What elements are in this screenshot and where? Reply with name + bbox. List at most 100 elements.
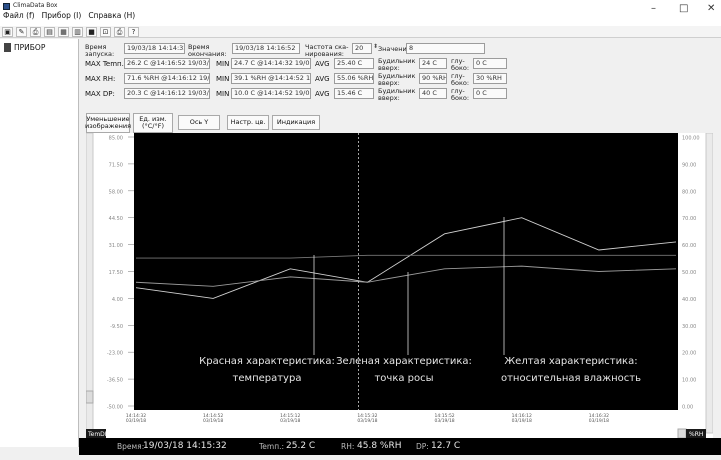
alarm-down-temp-field[interactable]: 0 C [473, 58, 507, 69]
y-left-tick-label: -50.00 [107, 405, 123, 411]
y-right-tick-label: 100.00 [682, 136, 700, 142]
status-temp-value: 25.2 C [286, 441, 316, 451]
y-right-tick-label: 60.00 [682, 243, 696, 249]
spin-icon[interactable]: ⬍ [373, 43, 379, 50]
alarm-up-temp-field[interactable]: 24 C [419, 58, 447, 69]
end-time-field: 19/03/18 14:16:52 [232, 43, 300, 54]
min-label: MIN [216, 60, 230, 68]
device-tree: ПРИБОР [0, 39, 79, 447]
x-tick-label: 14:15:12 [280, 413, 300, 419]
alarm-down-dp-field[interactable]: 0 C [473, 88, 507, 99]
max-dp-label: MAX DP: [85, 90, 115, 98]
save-icon[interactable]: ▣ [2, 26, 13, 37]
min-label: MIN [216, 90, 230, 98]
status-rh-label: RH: [341, 442, 355, 451]
device-tree-item[interactable]: ПРИБОР [14, 43, 46, 52]
zoom-out-button[interactable]: Уменьшение изображения [85, 113, 131, 133]
indication-button[interactable]: Индикация [272, 115, 320, 130]
stop-icon[interactable]: ■ [86, 26, 97, 37]
menu-help[interactable]: Справка (H) [88, 11, 136, 20]
alarm-up-rh-field[interactable]: 90 %RH [419, 73, 447, 84]
export-icon[interactable]: ▤ [44, 26, 55, 37]
end-time-label: Время окончания: [188, 43, 227, 58]
y-left-tick-label: -23.00 [107, 351, 123, 357]
alarm-down-rh-field[interactable]: 30 %RH [473, 73, 507, 84]
avg-temp-field: 25.40 C [334, 58, 374, 69]
y-left-tick-label: 4.00 [112, 297, 123, 303]
y-right-tick-label: 50.00 [682, 270, 696, 276]
annotation-line1: Зеленая характеристика: [336, 356, 472, 367]
x-tick-label: 14:15:32 [357, 413, 377, 419]
app-icon [3, 3, 10, 10]
y-right-tick-label: 70.00 [682, 216, 696, 222]
annotation-line2: точка росы [374, 373, 433, 384]
y-left-tick-label: -36.50 [107, 378, 123, 384]
right-scrollbar [705, 133, 713, 434]
status-time-value: 19/03/18 14:15:32 [143, 441, 227, 451]
window-title: ClimaData Box [13, 2, 58, 9]
x-tick-date: 03/19/18 [434, 418, 454, 424]
y-right-tick-label: 20.00 [682, 351, 696, 357]
device-icon [4, 43, 11, 52]
settings-icon[interactable]: ⊡ [100, 26, 111, 37]
avg-label: AVG [315, 60, 330, 68]
color-settings-button[interactable]: Настр. цв. [227, 115, 269, 130]
close-button[interactable]: ✕ [707, 3, 716, 14]
alarm-up-label: Будильник вверх: [378, 72, 416, 87]
scan-freq-field[interactable]: 20 [352, 43, 372, 54]
avg-rh-field: 55.06 %RH [334, 73, 374, 84]
left-scrollbar [86, 133, 94, 434]
x-tick-date: 03/19/18 [203, 418, 223, 424]
min-rh-field: 39.1 %RH @14:14:52 19/03/18 [231, 73, 311, 84]
axis-y-button[interactable]: Ось Y [178, 115, 220, 130]
chart-area: 85.00 71.50 58.00 44.50 31.00 17.50 4.00 -9.50 -… [86, 133, 713, 443]
min-dp-field: 10.0 C @14:14:52 19/03/18 [231, 88, 311, 99]
y-right-tick-label: 90.00 [682, 162, 696, 168]
menu-file[interactable]: Файл (f) [3, 11, 35, 20]
x-tick-label: 14:16:32 [589, 413, 609, 419]
x-tick-date: 03/19/18 [512, 418, 532, 424]
x-tick-date: 03/19/18 [280, 418, 300, 424]
x-tick-label: 14:14:52 [203, 413, 223, 419]
left-axis-tab [86, 429, 106, 438]
min-temp-field: 24.7 C @14:14:32 19/03/18 [231, 58, 311, 69]
avg-dp-field: 15.46 C [334, 88, 374, 99]
maximize-button[interactable]: □ [679, 3, 689, 14]
y-right-tick-label: 80.00 [682, 189, 696, 195]
scroll-left-button [86, 390, 94, 404]
download-icon[interactable]: ▦ [58, 26, 69, 37]
help-icon[interactable]: ? [128, 26, 139, 37]
series-line-3 [136, 254, 676, 259]
edit-icon[interactable]: ✎ [16, 26, 27, 37]
y-right-tick-label: 40.00 [682, 297, 696, 303]
alarm-up-dp-field[interactable]: 40 C [419, 88, 447, 99]
minimize-button[interactable]: – [651, 3, 656, 14]
status-rh-value: 45.8 %RH [357, 441, 402, 451]
x-tick-date: 03/19/18 [357, 418, 377, 424]
table-icon[interactable]: ▥ [72, 26, 83, 37]
scan-freq-label: Частота ска-нирования: [305, 43, 349, 58]
y-left-tick-label: 85.00 [109, 136, 123, 142]
min-label: MIN [216, 75, 230, 83]
plot-background [134, 133, 678, 410]
y-right-tick-label: 10.00 [682, 378, 696, 384]
annotation-line2: температура [233, 373, 302, 384]
menu-device[interactable]: Прибор (I) [41, 11, 82, 20]
right-axis-tab [686, 429, 706, 438]
start-time-label: Время запуска: [85, 43, 115, 58]
values-field: 8 [406, 43, 485, 54]
values-label: Значения [378, 45, 411, 53]
y-left-tick-label: 31.00 [109, 243, 123, 249]
annotation-line1: Красная характеристика: [199, 356, 335, 367]
left-axis-tab-label: TemDP [87, 431, 109, 438]
print-preview-icon[interactable]: ⎙ [30, 26, 41, 37]
chart: 85.00 71.50 58.00 44.50 31.00 17.50 4.00 -9.50 -… [86, 133, 713, 439]
y-left-tick-label: 17.50 [109, 270, 123, 276]
print-icon[interactable]: ⎙ [114, 26, 125, 37]
status-dp-label: DP: [416, 442, 429, 451]
max-rh-field: 71.6 %RH @14:16:12 19/03/18 [124, 73, 210, 84]
annotation-line1: Желтая характеристика: [504, 356, 637, 367]
units-button[interactable]: Ед. изм. (°C/°F) [133, 113, 173, 133]
y-right-tick-label: 0.00 [682, 405, 693, 411]
toolbar: ▣ ✎ ⎙ ▤ ▦ ▥ ■ ⊡ ⎙ ? [0, 26, 721, 38]
